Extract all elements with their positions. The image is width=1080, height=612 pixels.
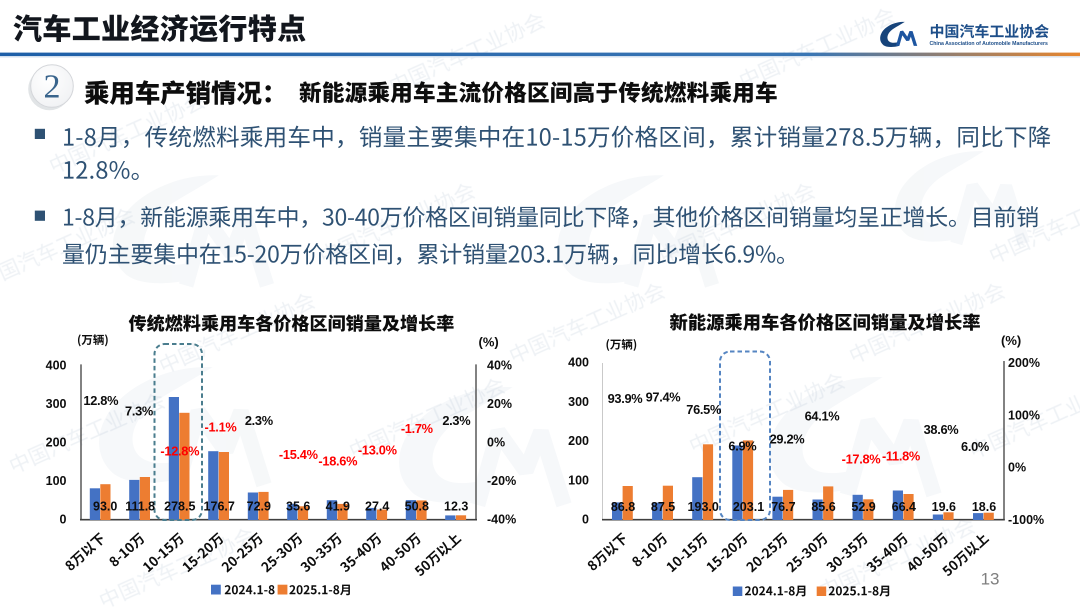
svg-text:-15.4%: -15.4% (279, 447, 319, 462)
svg-text:-18.6%: -18.6% (318, 453, 358, 468)
svg-text:2.3%: 2.3% (245, 413, 274, 428)
svg-text:-20%: -20% (487, 474, 516, 488)
svg-text:300: 300 (46, 397, 67, 411)
svg-text:0%: 0% (1008, 461, 1026, 475)
svg-text:6.0%: 6.0% (961, 439, 990, 454)
svg-text:72.9: 72.9 (247, 499, 271, 513)
svg-text:12.3: 12.3 (444, 499, 468, 513)
svg-text:100: 100 (568, 473, 589, 487)
svg-text:0%: 0% (487, 436, 505, 450)
svg-text:6.9%: 6.9% (728, 439, 757, 454)
svg-text:20%: 20% (487, 397, 512, 411)
svg-text:400: 400 (46, 359, 67, 373)
svg-text:(%): (%) (479, 335, 499, 350)
svg-text:64.1%: 64.1% (805, 409, 841, 424)
svg-text:41.9: 41.9 (326, 499, 350, 513)
svg-text:-1.1%: -1.1% (205, 420, 238, 435)
svg-text:93.9%: 93.9% (608, 391, 644, 406)
svg-text:111.8: 111.8 (125, 499, 155, 513)
svg-text:38.6%: 38.6% (924, 422, 960, 437)
svg-text:176.7: 176.7 (204, 499, 235, 513)
svg-text:278.5: 278.5 (164, 499, 195, 513)
svg-text:7.3%: 7.3% (125, 404, 154, 419)
svg-text:-13.0%: -13.0% (358, 443, 398, 458)
svg-text:27.4: 27.4 (365, 499, 389, 513)
svg-text:-1.7%: -1.7% (401, 421, 434, 436)
svg-text:76.7: 76.7 (771, 500, 795, 514)
svg-text:18.6: 18.6 (972, 500, 996, 514)
svg-text:29.2%: 29.2% (770, 432, 806, 447)
svg-text:China Association of Automobil: China Association of Automobile Manufact… (930, 41, 1048, 47)
svg-text:87.5: 87.5 (651, 500, 675, 514)
svg-text:40%: 40% (487, 359, 512, 373)
svg-text:100%: 100% (1008, 408, 1040, 422)
svg-text:-17.8%: -17.8% (842, 452, 882, 467)
svg-text:100: 100 (46, 474, 67, 488)
svg-text:85.6: 85.6 (811, 500, 835, 514)
svg-text:-12.8%: -12.8% (160, 444, 200, 459)
svg-text:-100%: -100% (1008, 513, 1044, 527)
svg-text:-40%: -40% (487, 513, 516, 527)
svg-text:86.8: 86.8 (611, 500, 635, 514)
svg-text:2: 2 (44, 69, 61, 106)
svg-text:203.1: 203.1 (733, 500, 764, 514)
svg-text:300: 300 (568, 395, 589, 409)
svg-text:400: 400 (568, 356, 589, 370)
svg-text:200%: 200% (1008, 356, 1040, 370)
svg-text:200: 200 (568, 434, 589, 448)
svg-text:0: 0 (582, 513, 589, 527)
svg-text:200: 200 (46, 436, 67, 450)
svg-text:50.8: 50.8 (405, 499, 429, 513)
svg-text:19.6: 19.6 (932, 500, 956, 514)
svg-text:66.4: 66.4 (892, 500, 916, 514)
svg-text:52.9: 52.9 (851, 500, 875, 514)
svg-text:-11.8%: -11.8% (882, 448, 921, 463)
svg-text:12.8%: 12.8% (83, 393, 119, 408)
svg-text:0: 0 (60, 513, 67, 527)
svg-text:97.4%: 97.4% (646, 389, 682, 404)
svg-text:35.6: 35.6 (286, 499, 310, 513)
svg-text:193.0: 193.0 (688, 500, 719, 514)
svg-text:93.0: 93.0 (93, 499, 117, 513)
svg-text:76.5%: 76.5% (686, 402, 722, 417)
svg-text:2.3%: 2.3% (442, 413, 471, 428)
svg-text:13: 13 (981, 570, 1000, 589)
svg-text:(%): (%) (1001, 333, 1021, 348)
